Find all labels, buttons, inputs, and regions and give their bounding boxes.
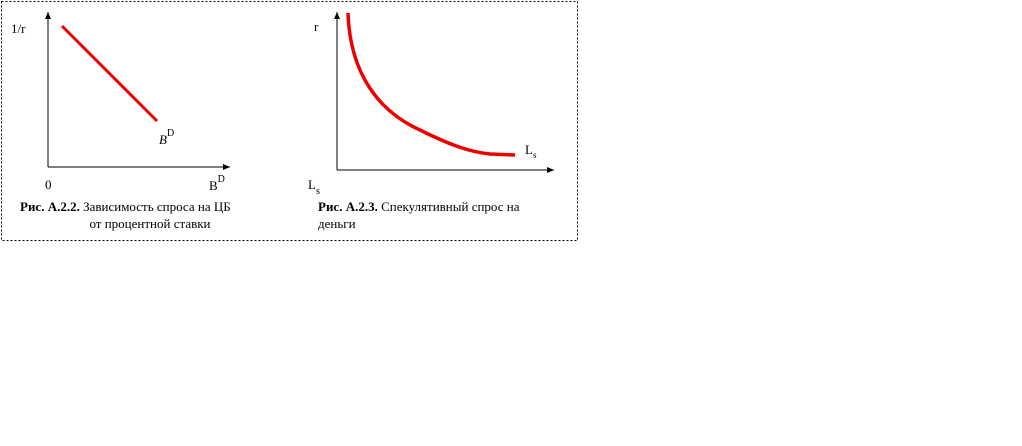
x-axis-label: BD xyxy=(209,174,225,193)
label-sup: D xyxy=(167,128,174,139)
curve-label: BD xyxy=(159,128,174,147)
y-axis-label: 1/r xyxy=(11,21,26,36)
label-base: L xyxy=(525,142,533,157)
caption-line: деньги xyxy=(318,216,356,231)
figure: 1/r 0 BD BD Рис. А.2.2. Зависимость спро… xyxy=(11,12,231,231)
caption-line: Спекулятивный спрос на xyxy=(381,199,520,214)
label-base: B xyxy=(159,132,167,147)
caption: Рис. А.2.3. Спекулятивный спрос на xyxy=(318,199,520,214)
curve xyxy=(346,12,516,157)
label-sub: s xyxy=(533,150,537,160)
label-sub: s xyxy=(316,186,320,197)
caption-number: Рис. А.2.2. xyxy=(20,199,80,214)
caption-number: Рис. А.2.3. xyxy=(318,199,378,214)
caption-line: Зависимость спроса на ЦБ xyxy=(83,199,231,214)
frame xyxy=(1,1,578,241)
figure: r Ls Ls Рис. А.2.3. Спекулятивный спрос … xyxy=(308,12,554,231)
origin-label: 0 xyxy=(45,177,52,192)
y-axis-label: r xyxy=(314,19,319,34)
curve xyxy=(60,24,159,123)
label-base: L xyxy=(308,177,316,192)
x-axis-label: Ls xyxy=(308,177,320,197)
curve-label: Ls xyxy=(525,142,537,160)
label-base: B xyxy=(209,178,218,193)
caption: Рис. А.2.2. Зависимость спроса на ЦБ xyxy=(20,199,231,214)
label-sup: D xyxy=(218,174,225,185)
caption-line: от процентной ставки xyxy=(89,216,210,231)
